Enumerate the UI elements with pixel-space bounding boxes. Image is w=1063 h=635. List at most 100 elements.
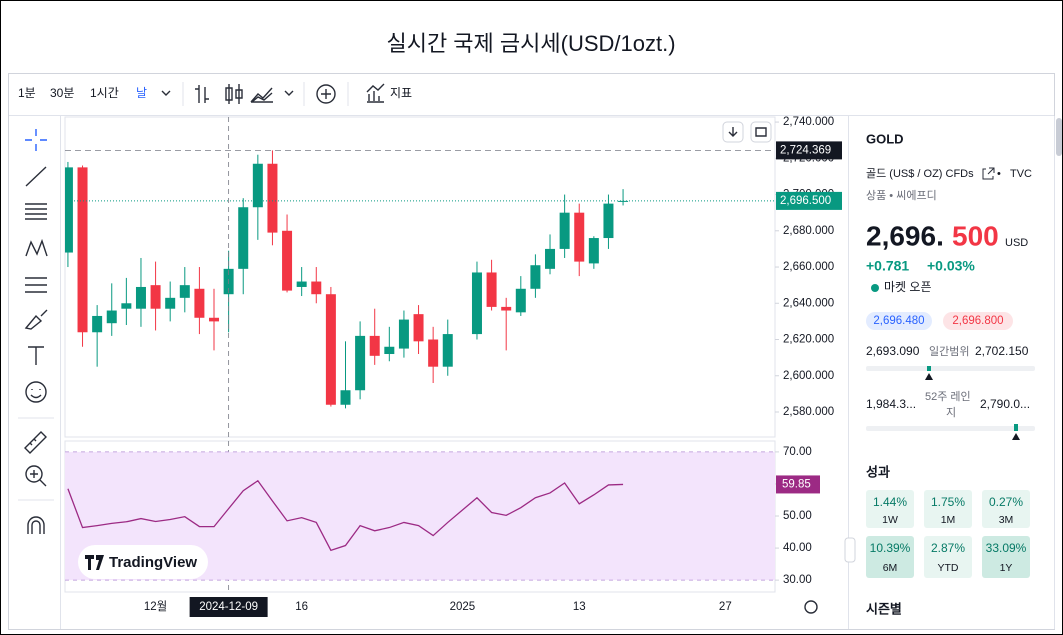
price-main: 2,696. — [866, 220, 944, 251]
candle-type-button[interactable] — [225, 84, 243, 104]
price-tag-label: 2,724.369 — [780, 144, 831, 156]
ask: 2,696.800 — [952, 315, 1003, 327]
candle-body — [471, 272, 482, 335]
market-status: 마켓 오픈 — [884, 280, 932, 294]
y-tick-label: 2,620.000 — [783, 334, 834, 346]
candle-body — [384, 346, 395, 355]
compare-plus — [321, 89, 331, 99]
x-tick-label: 16 — [295, 601, 308, 613]
bid: 2,696.480 — [873, 315, 924, 327]
week52-fill — [1014, 424, 1018, 431]
forecast-tool[interactable] — [25, 277, 47, 293]
candle-body — [179, 285, 190, 298]
settings-button[interactable] — [804, 600, 818, 614]
week52-marker — [1012, 433, 1020, 440]
price-tag — [776, 191, 842, 210]
text-tool[interactable] — [28, 346, 44, 365]
day-range-marker — [925, 373, 933, 380]
y-tick-label: 2,640.000 — [783, 297, 834, 309]
performance-value: 10.39% — [870, 541, 911, 555]
y-tick-label: 2,660.000 — [783, 261, 834, 273]
value-tag — [776, 475, 820, 494]
y-tick-label: 70.00 — [783, 446, 812, 458]
day-high: 2,702.150 — [975, 344, 1029, 358]
candle-body — [238, 207, 249, 269]
compare-button[interactable] — [316, 84, 336, 104]
week52-label: 지 — [946, 406, 956, 419]
candle-body — [150, 285, 161, 309]
chart-type-dropdown[interactable] — [284, 90, 294, 96]
magnet-tool[interactable] — [27, 516, 45, 534]
candle-body — [603, 203, 614, 239]
performance-value: 0.27% — [989, 495, 1023, 509]
pattern-tool[interactable] — [25, 238, 48, 257]
area-type-button[interactable] — [250, 87, 273, 103]
performance-period: YTD — [938, 562, 959, 574]
candle-body — [501, 306, 512, 311]
watermark-text: TradingView — [109, 554, 197, 571]
scroll-icon — [728, 127, 738, 137]
ruler-tool[interactable] — [24, 431, 47, 454]
candle-body — [65, 167, 73, 253]
candle-body — [296, 281, 307, 287]
performance-value: 1.75% — [931, 495, 965, 509]
bid-pill — [866, 312, 932, 330]
panel-toggle[interactable] — [844, 537, 856, 563]
performance-period: 6M — [883, 562, 898, 574]
crosshair-tool[interactable] — [25, 129, 47, 151]
day-range-fill — [927, 366, 931, 371]
candle-body — [442, 334, 453, 367]
candle-body — [428, 339, 439, 367]
toolbar: 1분 30분 1시간 날 지표 — [18, 82, 412, 106]
symbol-panel: GOLD 골드 (US$ / OZ) CFDs • TVC 상품 • 씨에프디 … — [844, 116, 1062, 629]
brush-tool[interactable] — [24, 309, 48, 330]
day-low: 2,693.090 — [866, 344, 920, 358]
reset-button[interactable] — [750, 121, 772, 143]
watermark-logo — [85, 555, 104, 570]
y-tick-label: 2,680.000 — [783, 225, 834, 237]
candle-body — [574, 212, 585, 262]
indicators-button[interactable]: 지표 — [390, 86, 412, 100]
performance-period: 1W — [882, 514, 898, 526]
performance-tile — [924, 490, 972, 528]
interval-button[interactable]: 1시간 — [90, 86, 119, 100]
performance-period: 3M — [999, 514, 1014, 526]
zoom-tool[interactable] — [25, 465, 43, 483]
y-tick-label: 30.00 — [783, 574, 812, 586]
fib-tool[interactable] — [25, 203, 47, 220]
external-link[interactable] — [982, 167, 995, 180]
y-tick-label: 2,740.000 — [783, 116, 834, 128]
emoji-tool[interactable] — [25, 381, 47, 403]
rsi-line — [67, 479, 624, 552]
reset-icon — [755, 127, 767, 137]
watermark-badge — [78, 545, 208, 579]
interval-dropdown[interactable] — [161, 90, 171, 96]
candle-body — [165, 297, 176, 309]
interval-button[interactable]: 1분 — [18, 86, 36, 100]
candle-body — [530, 265, 541, 289]
value-tag-label: 59.85 — [782, 478, 811, 490]
x-tick-label: 2025 — [450, 601, 476, 613]
panel-edge — [1054, 116, 1055, 629]
symbol: GOLD — [866, 131, 904, 146]
candle-body — [413, 314, 424, 342]
x-tick-label: 27 — [719, 601, 732, 613]
interval-button[interactable]: 30분 — [50, 86, 74, 100]
performance-period: 1Y — [1000, 562, 1013, 574]
trendline-tool[interactable] — [25, 166, 47, 187]
performance-tile — [924, 536, 972, 578]
candle-body — [559, 212, 570, 249]
bar-type-button[interactable] — [195, 85, 209, 103]
page-title: 실시간 국제 금시세(USD/1ozt.) — [386, 31, 675, 56]
performance-grid: 1.44% 1W 1.75% 1M 0.27% 3M 10.39% 6M 2.87% YTD 33.… — [866, 490, 1030, 578]
candle-body — [486, 272, 497, 307]
interval-button[interactable]: 날 — [136, 86, 147, 100]
seasonal-title: 시즌별 — [866, 601, 902, 616]
candle-body — [398, 319, 409, 349]
performance-tile — [866, 536, 914, 578]
panel-scrollbar — [1056, 118, 1062, 156]
indicators-icon[interactable] — [366, 83, 385, 103]
crosshair-label-box — [189, 597, 268, 617]
exchange: TVC — [1010, 168, 1032, 180]
candle-body — [252, 163, 263, 208]
